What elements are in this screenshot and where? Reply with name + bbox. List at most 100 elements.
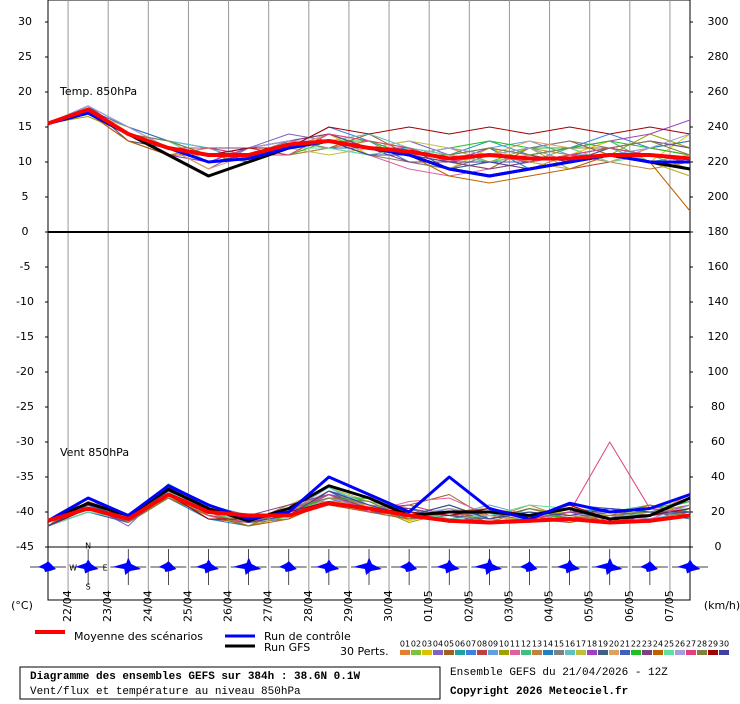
legend-swatch [609, 650, 619, 655]
legend-label: 01 [400, 640, 410, 649]
copyright: Copyright 2026 Meteociel.fr [450, 686, 628, 698]
compass-e: E [103, 564, 108, 573]
y-tick-label: -20 [16, 365, 34, 378]
y2-tick-label: 260 [708, 85, 729, 98]
legend-label: 29 [708, 640, 718, 649]
y-tick-label: 20 [18, 85, 32, 98]
x-tick-label: 24/04 [141, 590, 154, 622]
compass-s: S [86, 583, 91, 592]
y2-tick-label: 120 [708, 330, 729, 343]
x-tick-label: 25/04 [181, 590, 194, 622]
x-tick-label: 05/05 [583, 590, 596, 622]
x-tick-label: 04/05 [543, 590, 556, 622]
y2-tick-label: 280 [708, 50, 729, 63]
chart-title: Diagramme des ensembles GEFS sur 384h : … [30, 671, 360, 683]
legend-swatch [587, 650, 597, 655]
legend-swatch [576, 650, 586, 655]
legend-label: 11 [510, 640, 520, 649]
legend-swatch [532, 650, 542, 655]
wind-rose [639, 561, 658, 572]
x-tick-label: 03/05 [502, 590, 515, 622]
legend-swatch [664, 650, 674, 655]
legend-label: 15 [554, 640, 564, 649]
y2-tick-label: 60 [711, 435, 725, 448]
y-tick-label: 15 [18, 120, 32, 133]
legend-swatch [719, 650, 729, 655]
legend-label: 25 [664, 640, 674, 649]
wind-rose [399, 561, 418, 572]
x-tick-label: 07/05 [663, 590, 676, 622]
legend-swatch [642, 650, 652, 655]
legend-swatch [653, 650, 663, 655]
legend-label: 30 [719, 640, 729, 649]
y2-tick-label: 200 [708, 190, 729, 203]
wind-rose [38, 561, 56, 572]
wind-rose [195, 559, 219, 574]
panel-label: Temp. 850hPa [59, 85, 137, 98]
y2-tick-label: 180 [708, 225, 729, 238]
legend-label: 10 [499, 640, 509, 649]
run-label: Ensemble GEFS du 21/04/2026 - 12Z [450, 667, 668, 679]
y-tick-label: -15 [16, 330, 34, 343]
compass-w: W [69, 564, 77, 573]
series-line [47, 107, 691, 161]
title-box [19, 666, 441, 700]
legend-swatch [554, 650, 564, 655]
x-tick-label: 22/04 [61, 590, 74, 622]
y2-tick-label: 20 [711, 505, 725, 518]
legend-label: 17 [576, 640, 586, 649]
panel-label: Vent 850hPa [60, 446, 129, 459]
legend-label: 23 [642, 640, 652, 649]
legend-label: 28 [697, 640, 707, 649]
legend-label: 05 [444, 640, 454, 649]
legend-swatch [543, 650, 553, 655]
legend-label: 14 [543, 640, 553, 649]
y2-unit: (km/h) [704, 599, 740, 612]
legend-label: 16 [565, 640, 575, 649]
y-tick-label: -5 [20, 260, 31, 273]
legend-swatch [565, 650, 575, 655]
wind-rose [436, 559, 460, 574]
legend-swatch [521, 650, 531, 655]
y2-tick-label: 240 [708, 120, 729, 133]
legend-swatch [708, 650, 718, 655]
legend-label: Moyenne des scénarios [74, 630, 203, 643]
legend-swatch [444, 650, 454, 655]
wind-rose [75, 559, 99, 574]
legend-swatch [620, 650, 630, 655]
legend-swatch [455, 650, 465, 655]
legend-swatch [686, 650, 696, 655]
legend-label: 04 [433, 640, 443, 649]
legend-swatch [477, 650, 487, 655]
y-tick-label: -25 [16, 400, 34, 413]
legend-swatch [433, 650, 443, 655]
wind-rose [158, 561, 177, 572]
legend-label: 27 [686, 640, 696, 649]
legend-swatch [598, 650, 608, 655]
y-tick-label: -45 [16, 540, 34, 553]
legend-label: 13 [532, 640, 542, 649]
legend-swatch [411, 650, 421, 655]
legend-label: 06 [455, 640, 465, 649]
legend-swatch [466, 650, 476, 655]
wind-rose [232, 557, 262, 575]
legend-label: 02 [411, 640, 421, 649]
legend-label: 09 [488, 640, 498, 649]
wind-rose [315, 559, 340, 574]
legend-swatch [631, 650, 641, 655]
y-tick-label: 10 [18, 155, 32, 168]
legend-label: 20 [609, 640, 619, 649]
y-tick-label: -30 [16, 435, 34, 448]
perts-label: 30 Perts. [340, 645, 389, 658]
legend-label: 26 [675, 640, 685, 649]
y-tick-label: 0 [22, 225, 29, 238]
y-unit: (°C) [11, 599, 33, 612]
wind-rose [278, 561, 297, 572]
x-tick-label: 27/04 [262, 590, 275, 622]
legend-label: 19 [598, 640, 608, 649]
legend-label: 03 [422, 640, 432, 649]
y-tick-label: -35 [16, 470, 34, 483]
x-tick-label: 29/04 [342, 590, 355, 622]
x-tick-label: 30/04 [382, 590, 395, 622]
